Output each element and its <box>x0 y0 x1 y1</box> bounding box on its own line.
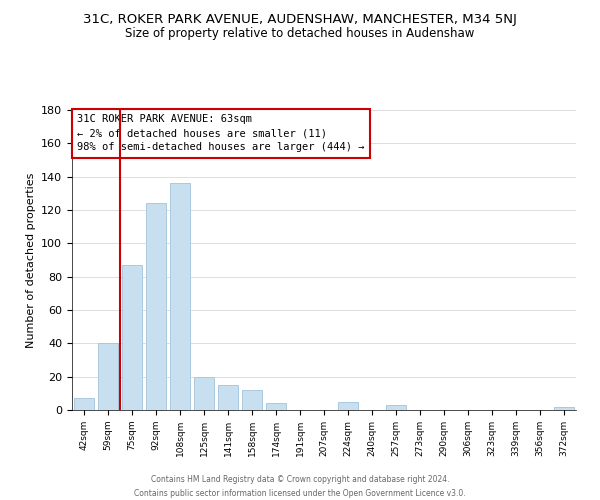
Bar <box>218 385 238 410</box>
Bar <box>338 402 358 410</box>
Bar <box>242 390 262 410</box>
Text: 31C ROKER PARK AVENUE: 63sqm
← 2% of detached houses are smaller (11)
98% of sem: 31C ROKER PARK AVENUE: 63sqm ← 2% of det… <box>77 114 365 152</box>
Bar <box>98 344 118 410</box>
Text: Size of property relative to detached houses in Audenshaw: Size of property relative to detached ho… <box>125 28 475 40</box>
Bar <box>194 376 214 410</box>
Bar <box>74 398 94 410</box>
Text: Contains HM Land Registry data © Crown copyright and database right 2024.
Contai: Contains HM Land Registry data © Crown c… <box>134 476 466 498</box>
Bar <box>266 404 286 410</box>
Text: 31C, ROKER PARK AVENUE, AUDENSHAW, MANCHESTER, M34 5NJ: 31C, ROKER PARK AVENUE, AUDENSHAW, MANCH… <box>83 12 517 26</box>
Bar <box>170 184 190 410</box>
Bar <box>122 265 142 410</box>
Y-axis label: Number of detached properties: Number of detached properties <box>26 172 35 348</box>
Bar <box>386 405 406 410</box>
Bar <box>146 204 166 410</box>
Bar <box>554 406 574 410</box>
